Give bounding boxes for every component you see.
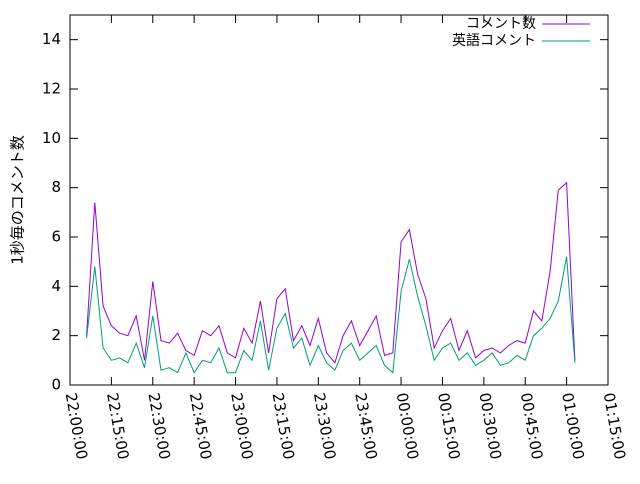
y-tick-label: 14 (42, 30, 61, 48)
y-tick-label: 10 (42, 129, 61, 147)
x-tick-label: 23:30:00 (310, 391, 339, 460)
series-line (86, 181, 576, 364)
y-tick-label: 8 (51, 178, 61, 196)
legend-label: コメント数 (466, 16, 536, 32)
y-tick-label: 0 (51, 376, 61, 394)
x-tick-label: 00:30:00 (475, 391, 504, 460)
y-axis-label: 1秒毎のコメント数 (9, 135, 27, 265)
x-tick-label: 23:45:00 (351, 391, 380, 460)
x-tick-label: 22:15:00 (103, 391, 132, 460)
x-tick-label: 00:45:00 (517, 391, 546, 460)
x-tick-label: 01:15:00 (600, 391, 629, 460)
x-tick-label: 22:00:00 (62, 391, 91, 460)
y-tick-label: 2 (51, 326, 61, 344)
x-tick-label: 00:00:00 (393, 391, 422, 460)
y-tick-label: 4 (51, 277, 61, 295)
x-tick-label: 23:00:00 (227, 391, 256, 460)
x-tick-label: 01:00:00 (558, 391, 587, 460)
legend-label: 英語コメント (452, 32, 536, 49)
y-tick-label: 6 (51, 228, 61, 246)
series-line (86, 256, 576, 374)
x-tick-label: 22:30:00 (144, 391, 173, 460)
x-tick-label: 00:15:00 (434, 391, 463, 460)
x-tick-label: 22:45:00 (186, 391, 215, 460)
plot-border (69, 14, 609, 386)
x-tick-label: 23:15:00 (269, 391, 298, 460)
y-tick-label: 12 (42, 80, 61, 98)
